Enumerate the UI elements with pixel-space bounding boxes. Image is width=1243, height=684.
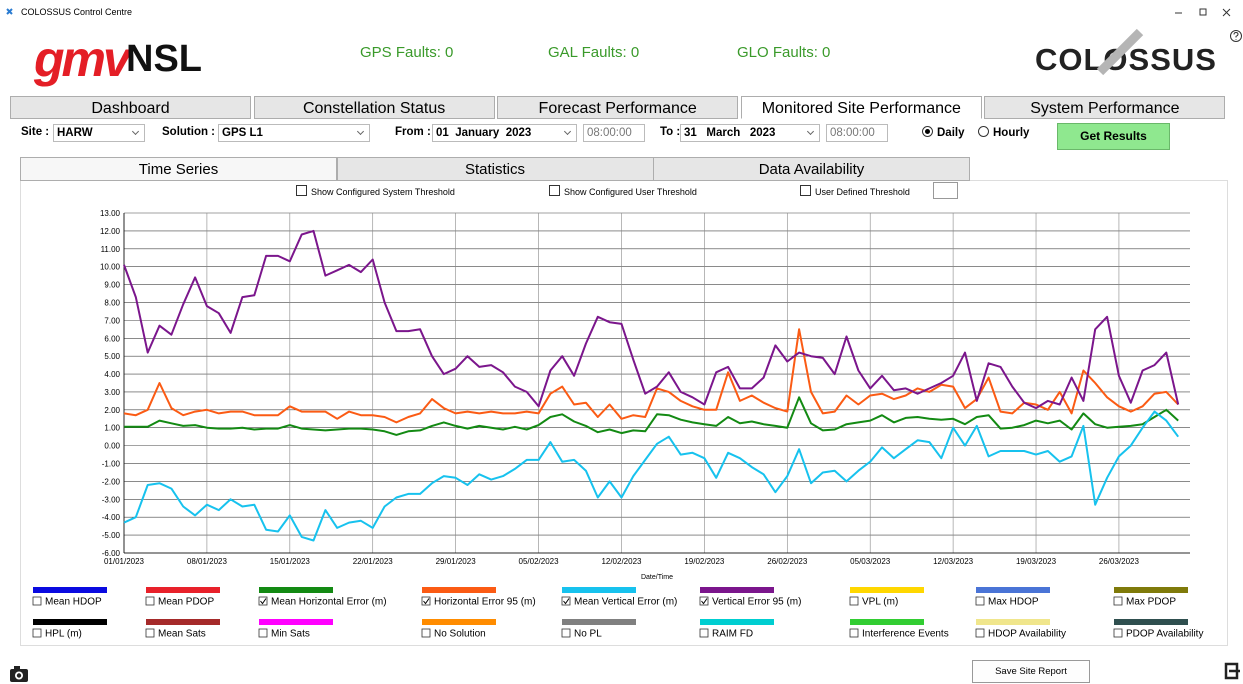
- sub-tab[interactable]: Data Availability: [653, 157, 970, 181]
- site-value: HARW: [57, 127, 93, 139]
- fault-label: GPS Faults:: [360, 44, 441, 61]
- fault-label: GAL Faults:: [548, 44, 627, 61]
- to-time[interactable]: 08:00:00: [826, 124, 888, 142]
- save-report-button[interactable]: Save Site Report: [972, 660, 1090, 683]
- tab[interactable]: Dashboard: [10, 96, 251, 119]
- from-day: 01: [436, 127, 449, 139]
- tab[interactable]: System Performance: [984, 96, 1226, 119]
- camera-icon[interactable]: [10, 666, 28, 682]
- fault-value: 0: [822, 44, 831, 61]
- threshold-user[interactable]: Show Configured User Threshold: [549, 185, 697, 197]
- logo-nsl: NSL: [126, 38, 202, 80]
- solution-dropdown[interactable]: GPS L1: [218, 124, 370, 142]
- fault-value: 0: [445, 44, 454, 61]
- fault-value: 0: [630, 44, 640, 61]
- glo-faults: GLO Faults: 0: [737, 44, 830, 61]
- from-year: 2023: [505, 127, 532, 139]
- get-results-button[interactable]: Get Results: [1057, 123, 1170, 150]
- mode-daily[interactable]: Daily: [922, 126, 965, 139]
- exit-icon[interactable]: [1224, 662, 1240, 680]
- to-time-value: 08:00:00: [830, 127, 875, 139]
- app-icon: [6, 8, 13, 15]
- window-controls[interactable]: [1175, 8, 1231, 17]
- logo-colossus: COLOSSUS: [1035, 42, 1217, 77]
- threshold-input[interactable]: [933, 182, 958, 199]
- sub-tab[interactable]: Statistics: [336, 157, 654, 181]
- tab[interactable]: Forecast Performance: [497, 96, 739, 119]
- threshold-label: Show Configured System Threshold: [311, 187, 455, 197]
- from-month: January: [455, 127, 500, 139]
- tab[interactable]: Constellation Status: [253, 96, 495, 119]
- threshold-system[interactable]: Show Configured System Threshold: [296, 185, 455, 197]
- chart-panel: [20, 180, 1228, 646]
- gps-faults: GPS Faults: 0: [360, 44, 453, 61]
- to-date[interactable]: 31 March 2023: [680, 124, 820, 142]
- from-label: From :: [395, 126, 431, 138]
- to-month: March: [706, 127, 741, 139]
- solution-value: GPS L1: [222, 127, 263, 139]
- threshold-label: User Defined Threshold: [815, 187, 910, 197]
- help-icon[interactable]: [1230, 30, 1242, 42]
- fault-label: GLO Faults:: [737, 44, 818, 61]
- radio-label: Daily: [937, 127, 965, 139]
- from-date[interactable]: 01 January 2023: [432, 124, 577, 142]
- sub-tab[interactable]: Time Series: [20, 157, 337, 181]
- window-title: COLOSSUS Control Centre: [21, 7, 133, 17]
- from-time[interactable]: 08:00:00: [583, 124, 645, 142]
- to-label: To :: [660, 126, 681, 138]
- site-label: Site :: [21, 126, 50, 138]
- threshold-defined[interactable]: User Defined Threshold: [800, 185, 910, 197]
- site-dropdown[interactable]: HARW: [53, 124, 145, 142]
- logo-gmv: gmv: [34, 31, 131, 87]
- radio-label: Hourly: [993, 127, 1030, 139]
- mode-hourly[interactable]: Hourly: [978, 126, 1029, 139]
- to-day: 31: [684, 127, 697, 139]
- tab[interactable]: Monitored Site Performance: [740, 96, 982, 119]
- gal-faults: GAL Faults: 0: [548, 44, 639, 61]
- threshold-label: Show Configured User Threshold: [564, 187, 697, 197]
- solution-label: Solution :: [162, 126, 216, 138]
- to-year: 2023: [749, 127, 776, 139]
- from-time-value: 08:00:00: [587, 127, 632, 139]
